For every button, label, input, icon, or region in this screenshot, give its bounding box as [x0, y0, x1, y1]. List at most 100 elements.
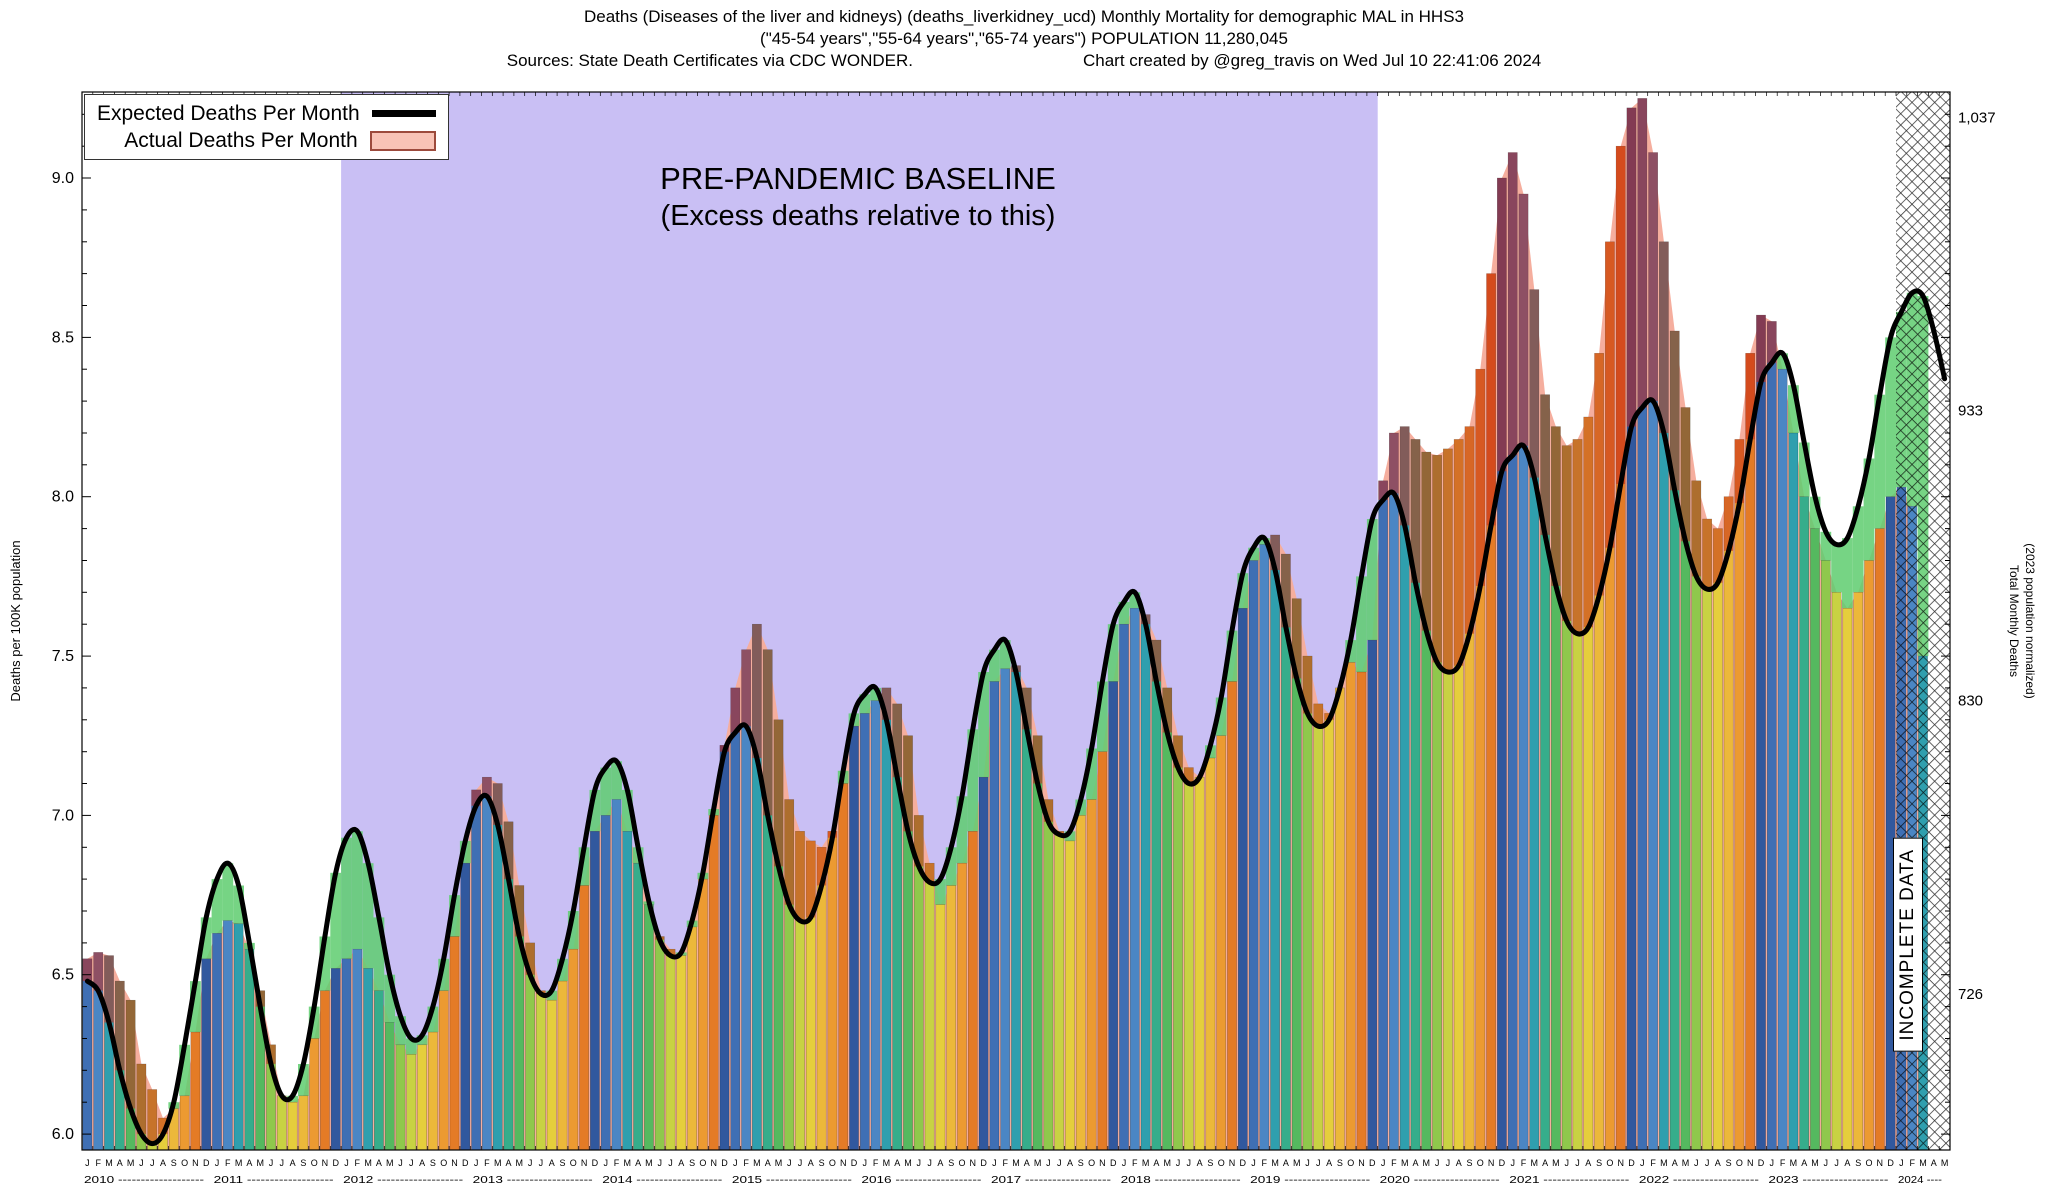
svg-text:S: S: [559, 1158, 565, 1168]
svg-text:M: M: [1811, 1158, 1819, 1168]
svg-text:6.5: 6.5: [52, 967, 74, 984]
svg-text:J: J: [1122, 1158, 1127, 1168]
svg-text:2011 -------------------: 2011 -------------------: [214, 1175, 334, 1186]
svg-text:J: J: [1824, 1158, 1829, 1168]
svg-text:J: J: [1316, 1158, 1321, 1168]
chart-sources: Sources: State Death Certificates via CD…: [506, 51, 913, 70]
svg-text:933: 933: [1958, 403, 1983, 420]
svg-text:M: M: [494, 1158, 502, 1168]
baseline-annotation-line2: (Excess deaths relative to this): [660, 200, 1056, 232]
svg-text:J: J: [139, 1158, 144, 1168]
svg-text:A: A: [1801, 1158, 1807, 1168]
svg-text:A: A: [549, 1158, 555, 1168]
svg-text:N: N: [451, 1158, 458, 1168]
svg-text:M: M: [105, 1158, 113, 1168]
svg-text:M: M: [1919, 1158, 1927, 1168]
svg-text:M: M: [1790, 1158, 1798, 1168]
svg-text:F: F: [1002, 1158, 1008, 1168]
svg-text:S: S: [1337, 1158, 1343, 1168]
svg-text:J: J: [85, 1158, 90, 1168]
svg-text:N: N: [1358, 1158, 1365, 1168]
svg-text:O: O: [570, 1158, 577, 1168]
svg-text:J: J: [269, 1158, 274, 1168]
svg-text:O: O: [1606, 1158, 1613, 1168]
svg-text:A: A: [160, 1158, 166, 1168]
svg-text:Total Monthly Deaths: Total Monthly Deaths: [2007, 565, 2021, 677]
svg-text:2012 -------------------: 2012 -------------------: [343, 1175, 463, 1186]
svg-text:1,037: 1,037: [1958, 110, 1996, 127]
svg-text:D: D: [462, 1158, 469, 1168]
svg-text:A: A: [1715, 1158, 1721, 1168]
svg-text:M: M: [516, 1158, 524, 1168]
svg-text:A: A: [635, 1158, 641, 1168]
svg-text:M: M: [235, 1158, 243, 1168]
svg-text:2014 -------------------: 2014 -------------------: [602, 1175, 722, 1186]
svg-text:F: F: [873, 1158, 879, 1168]
svg-text:A: A: [1844, 1158, 1850, 1168]
svg-text:M: M: [1941, 1158, 1949, 1168]
svg-text:N: N: [1229, 1158, 1236, 1168]
chart-titles: Deaths (Diseases of the liver and kidney…: [0, 6, 2048, 72]
svg-text:S: S: [689, 1158, 695, 1168]
svg-text:A: A: [1326, 1158, 1332, 1168]
svg-text:A: A: [505, 1158, 511, 1168]
svg-text:A: A: [937, 1158, 943, 1168]
svg-text:J: J: [927, 1158, 932, 1168]
svg-text:S: S: [300, 1158, 306, 1168]
svg-text:S: S: [1596, 1158, 1602, 1168]
svg-text:S: S: [1466, 1158, 1472, 1168]
svg-text:F: F: [95, 1158, 101, 1168]
svg-text:A: A: [1456, 1158, 1462, 1168]
svg-text:O: O: [958, 1158, 965, 1168]
svg-text:A: A: [1283, 1158, 1289, 1168]
svg-text:D: D: [592, 1158, 599, 1168]
svg-text:7.5: 7.5: [52, 648, 74, 665]
svg-text:A: A: [1672, 1158, 1678, 1168]
svg-text:A: A: [894, 1158, 900, 1168]
svg-text:N: N: [710, 1158, 717, 1168]
svg-text:J: J: [1770, 1158, 1775, 1168]
svg-text:M: M: [1293, 1158, 1301, 1168]
svg-text:A: A: [678, 1158, 684, 1168]
svg-text:O: O: [181, 1158, 188, 1168]
svg-text:M: M: [1142, 1158, 1150, 1168]
svg-text:J: J: [917, 1158, 922, 1168]
svg-text:J: J: [1510, 1158, 1515, 1168]
svg-text:D: D: [721, 1158, 728, 1168]
svg-text:2021 -------------------: 2021 -------------------: [1509, 1175, 1629, 1186]
svg-text:830: 830: [1958, 693, 1983, 710]
svg-text:2023 -------------------: 2023 -------------------: [1768, 1175, 1888, 1186]
svg-text:M: M: [1034, 1158, 1042, 1168]
svg-text:J: J: [1705, 1158, 1710, 1168]
svg-text:D: D: [1758, 1158, 1765, 1168]
svg-text:S: S: [1207, 1158, 1213, 1168]
svg-text:N: N: [840, 1158, 847, 1168]
svg-text:O: O: [1088, 1158, 1095, 1168]
svg-text:D: D: [203, 1158, 210, 1168]
legend-expected-label: Expected Deaths Per Month: [97, 102, 360, 125]
chart-title-line2: ("45-54 years","55-64 years","65-74 year…: [760, 29, 1288, 48]
svg-text:8.0: 8.0: [52, 489, 74, 506]
svg-text:O: O: [1347, 1158, 1354, 1168]
svg-text:A: A: [117, 1158, 123, 1168]
svg-text:F: F: [1650, 1158, 1656, 1168]
svg-text:A: A: [376, 1158, 382, 1168]
svg-text:N: N: [322, 1158, 329, 1168]
svg-text:D: D: [1628, 1158, 1635, 1168]
svg-text:D: D: [332, 1158, 339, 1168]
svg-text:J: J: [398, 1158, 403, 1168]
svg-text:9.0: 9.0: [52, 170, 74, 187]
svg-text:J: J: [1046, 1158, 1051, 1168]
svg-text:F: F: [1391, 1158, 1397, 1168]
svg-text:F: F: [614, 1158, 620, 1168]
svg-text:J: J: [215, 1158, 220, 1168]
svg-text:M: M: [775, 1158, 783, 1168]
svg-text:D: D: [1369, 1158, 1376, 1168]
svg-text:F: F: [225, 1158, 231, 1168]
svg-text:J: J: [474, 1158, 479, 1168]
svg-text:N: N: [1747, 1158, 1754, 1168]
svg-text:Deaths per 100K population: Deaths per 100K population: [8, 540, 23, 701]
svg-text:J: J: [1305, 1158, 1310, 1168]
svg-text:S: S: [1078, 1158, 1084, 1168]
chart-credit: Chart created by @greg_travis on Wed Jul…: [1082, 51, 1542, 70]
